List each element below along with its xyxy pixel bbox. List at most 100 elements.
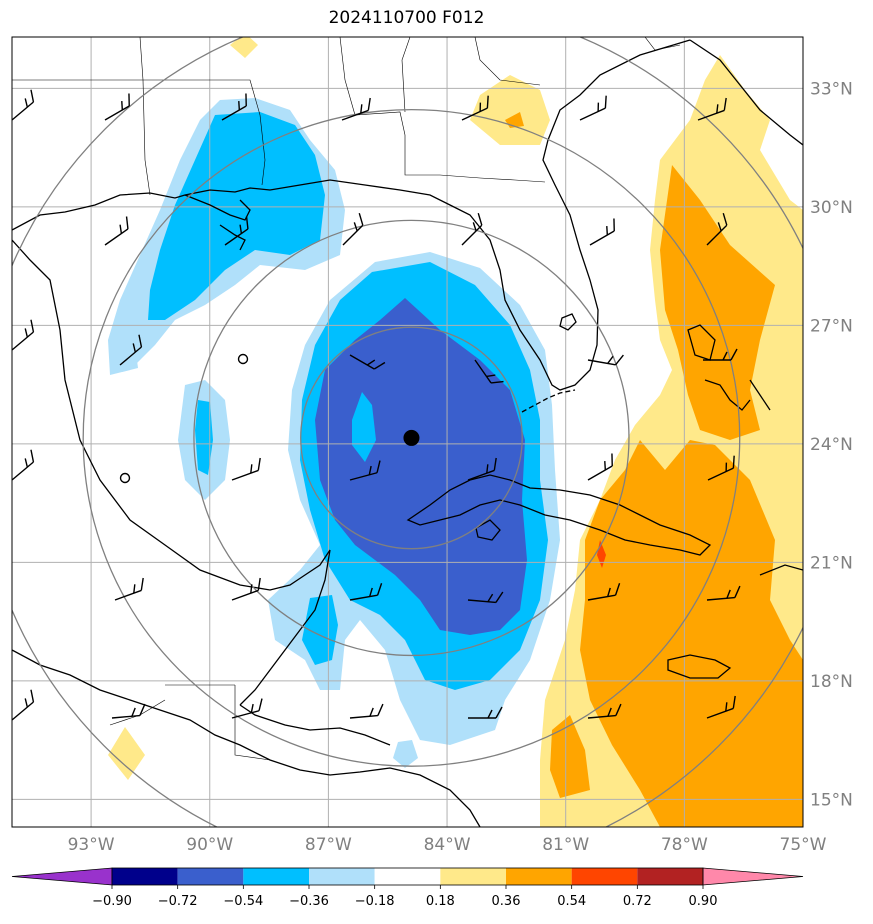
colorbar-extend-low	[11, 867, 113, 886]
wind-barb	[221, 93, 247, 121]
coastlines	[12, 39, 803, 827]
wind-barb	[349, 460, 381, 481]
orange-contour-south	[580, 440, 803, 827]
positive-anomaly-fill	[108, 37, 803, 827]
yucatan-coast	[239, 549, 331, 706]
wind-barb	[587, 453, 613, 481]
mexico-gulf-coast	[12, 239, 331, 591]
yellow-contour-top	[230, 37, 258, 58]
wind-barb	[703, 348, 738, 361]
calm-circle-a	[237, 353, 249, 365]
wind-barb	[579, 95, 607, 121]
colorbar-segment	[177, 868, 244, 885]
bahamas-andros	[687, 324, 716, 361]
lon-tick-label: 93°W	[68, 835, 115, 855]
wind-barb	[467, 591, 504, 604]
range-ring	[82, 109, 741, 767]
wind-barb	[697, 97, 727, 121]
lat-tick-label: 15°N	[810, 790, 853, 810]
colorbar-frame	[111, 867, 704, 886]
colorbar-tick-label: 0.90	[689, 894, 718, 909]
wind-barb	[12, 89, 35, 121]
colorbar-tick-label: 0.72	[623, 894, 652, 909]
orange-contour-north	[505, 112, 524, 128]
wind-barb	[114, 577, 144, 601]
lat-tick-label: 30°N	[810, 198, 853, 218]
georgia-coast	[689, 39, 803, 146]
colorbar-tick-label: −0.90	[92, 894, 132, 909]
jamaica	[667, 654, 732, 679]
colorbar-segment	[637, 868, 703, 885]
wind-barb	[104, 93, 130, 121]
yellow-contour-north	[470, 75, 550, 145]
wind-barb	[461, 95, 489, 121]
wind-barb	[342, 212, 364, 246]
orange-contour-east	[660, 165, 775, 440]
wind-barb	[119, 334, 143, 366]
wind-barb	[231, 577, 261, 601]
range-ring	[193, 219, 630, 657]
colorbar: −0.90 −0.72 −0.54 −0.36 −0.18 0.18 0.36 0.54 0.7…	[11, 867, 804, 909]
colorbar-segment	[374, 868, 441, 885]
light-blue-contour-small-c	[120, 345, 138, 372]
wind-barb	[341, 97, 371, 121]
state-borders	[12, 37, 681, 761]
cyan-contour-north	[148, 112, 325, 320]
mississippi-delta	[184, 194, 251, 221]
wind-barb	[461, 212, 483, 246]
central-america-coast	[12, 649, 481, 827]
colorbar-segment	[243, 868, 309, 885]
range-ring	[300, 326, 523, 550]
lat-tick-label: 21°N	[810, 553, 853, 573]
colorbar-segment	[309, 868, 375, 885]
mississippi-delta-b	[219, 224, 246, 251]
cyan-contour-small	[195, 400, 213, 475]
royal-blue-core	[315, 298, 527, 635]
calm-circle-b	[119, 472, 131, 484]
wind-barb	[467, 457, 497, 481]
wind-barbs	[12, 89, 741, 721]
bahamas-grand	[704, 379, 751, 411]
wind-barb	[706, 695, 736, 719]
lake-okeechobee	[559, 313, 577, 331]
lat-tick-label: 24°N	[810, 435, 853, 455]
yellow-contour-gulf	[108, 727, 145, 780]
lat-lon-grid	[12, 37, 803, 827]
wind-barb	[231, 698, 263, 719]
wind-barb	[589, 218, 615, 246]
wind-barb	[12, 689, 35, 721]
wind-barb	[468, 706, 503, 719]
colorbar-segment	[506, 868, 572, 885]
wind-barb	[706, 212, 728, 246]
colorbar-segment	[112, 868, 178, 885]
lat-tick-label: 27°N	[810, 316, 853, 336]
colorbar-tick-label: 0.36	[492, 894, 521, 909]
wind-barb	[111, 703, 146, 719]
wind-barb	[12, 449, 35, 481]
wind-barb	[587, 354, 624, 366]
florida-keys	[521, 389, 576, 413]
lon-tick-label: 81°W	[542, 835, 589, 855]
storm-center-marker	[403, 429, 420, 446]
colorbar-tick-label: −0.36	[289, 894, 329, 909]
orange-contour-southwest	[550, 715, 590, 798]
map-title: 2024110700 F012	[328, 8, 485, 28]
lat-tick-label: 18°N	[810, 672, 853, 692]
cuba	[406, 474, 712, 556]
isla-juventud	[475, 519, 501, 541]
lat-tick-label: 33°N	[810, 79, 853, 99]
lon-tick-label: 84°W	[424, 835, 471, 855]
wind-barb	[349, 354, 386, 370]
colorbar-segment	[571, 868, 638, 885]
honduras-coast	[239, 704, 391, 746]
wind-barb	[587, 703, 622, 719]
colorbar-tick-label: −0.72	[158, 894, 198, 909]
wind-barb	[231, 457, 261, 481]
wind-barb	[349, 583, 383, 601]
colorbar-tick-label: −0.54	[223, 894, 263, 909]
wind-barb	[707, 455, 735, 481]
wind-barb	[104, 216, 129, 246]
lon-tick-label: 78°W	[661, 835, 708, 855]
wind-barb	[12, 319, 35, 351]
